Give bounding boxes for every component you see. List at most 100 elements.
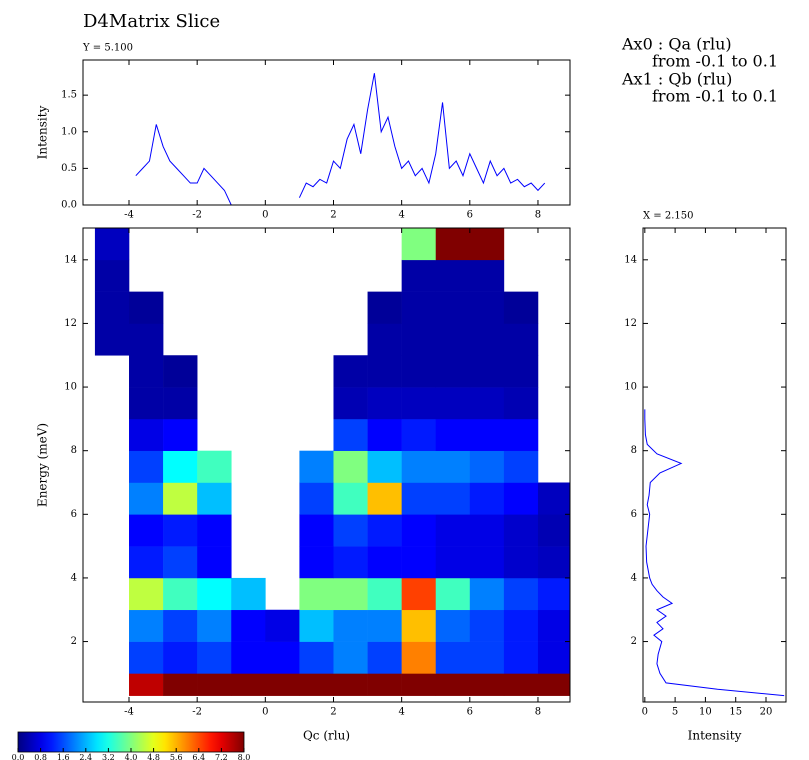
axes-frame [82,227,571,703]
y-tick-label: 1.0 [61,126,77,137]
colorbar-tick-label: 2.4 [79,753,92,760]
heat-cell [435,577,471,611]
x-tick-label: -4 [124,210,134,221]
heat-cell [129,641,164,674]
axes-frame [82,59,571,206]
heat-cell [435,609,471,642]
heat-cell [435,482,471,515]
colorbar-tick-label: 4.0 [125,753,138,760]
heat-cell [435,418,471,451]
heat-cell [435,514,471,547]
heat-cell [197,546,232,579]
heat-cell [333,355,368,388]
heat-cell [129,291,164,324]
x-tick-label: 2 [330,707,336,718]
y-tick-label: 2 [631,636,637,647]
plot-area [644,409,785,697]
heat-cell [299,450,334,483]
heat-cell [163,514,198,547]
heat-cell [231,673,266,696]
y-tick-label: 4 [631,572,637,583]
heat-cell [129,450,164,483]
y-tick-label: 12 [64,318,77,329]
heat-cell [401,228,437,261]
heat-cell [129,387,164,420]
heat-cell [435,641,471,674]
x-tick-label: 6 [467,707,473,718]
y-axis-label: Intensity [36,105,50,159]
heat-cell [469,641,505,674]
heat-cell [231,609,266,642]
heat-cell [197,514,232,547]
y-tick-label: 0.5 [61,163,77,174]
heat-cell [367,418,402,451]
heat-cell [163,641,198,674]
heat-cell [435,546,471,579]
heat-cell [129,482,164,515]
heat-cell [537,546,570,579]
heat-cell [435,323,471,356]
heat-cell [333,482,368,515]
heat-cell [537,514,570,547]
heat-cell [401,482,437,515]
heat-cell [129,418,164,451]
info-line: from -0.1 to 0.1 [652,87,778,106]
heat-cell [197,450,232,483]
heat-cell [231,577,266,611]
heat-cell [401,291,437,324]
heat-cell [367,355,402,388]
heat-cell [163,450,198,483]
heat-cell [469,387,505,420]
x-tick-label: 6 [467,210,473,221]
heat-cell [537,609,570,642]
colorbar-tick-label: 7.2 [215,753,228,760]
colorbar-tick-label: 4.8 [147,753,160,760]
heat-cell [401,546,437,579]
heat-cell [469,450,505,483]
heat-cell [503,577,539,611]
x-tick-label: 20 [760,707,773,718]
heat-cell [163,673,198,696]
heat-cell [503,641,539,674]
heat-cell [163,387,198,420]
heat-cell [197,609,232,642]
y-tick-label: 8 [71,445,77,456]
x-tick-label: 8 [535,707,541,718]
heat-cell [367,514,402,547]
heat-cell [503,546,539,579]
y-tick-label: 14 [64,254,77,265]
colorbar-tick-label: 3.2 [102,753,115,760]
heat-cell [299,673,334,696]
heat-cell [94,259,130,292]
heat-cell [503,387,539,420]
heat-cell [129,609,164,642]
heat-cell [503,418,539,451]
y-tick-label: 6 [71,509,77,520]
heat-cell [265,609,300,642]
y-tick-label: 8 [631,445,637,456]
heat-cell [537,673,570,696]
heat-cell [469,323,505,356]
heat-cell [367,641,402,674]
y-tick-label: 4 [71,572,77,583]
colorbar-tick-label: 8.0 [238,753,251,760]
x-axis-label: Qc (rlu) [303,729,350,743]
heat-cell [129,546,164,579]
heat-cell [401,609,437,642]
info-line: Ax1 : Qb (rlu) [621,70,732,89]
heat-cell [367,577,402,611]
colorbar-tick-label: 0.0 [12,753,25,760]
heat-cell [197,673,232,696]
subplot-title: Y = 5.100 [82,43,133,54]
data-line [135,73,546,205]
heat-cell [469,355,505,388]
heat-cell [367,450,402,483]
heat-cell [503,291,539,324]
heat-cell [469,228,505,261]
heat-cell [367,323,402,356]
heat-cell [537,482,570,515]
figure-title: D4Matrix Slice [83,11,220,32]
heat-cell [401,387,437,420]
x-tick-label: -4 [124,707,134,718]
heat-cell [401,450,437,483]
